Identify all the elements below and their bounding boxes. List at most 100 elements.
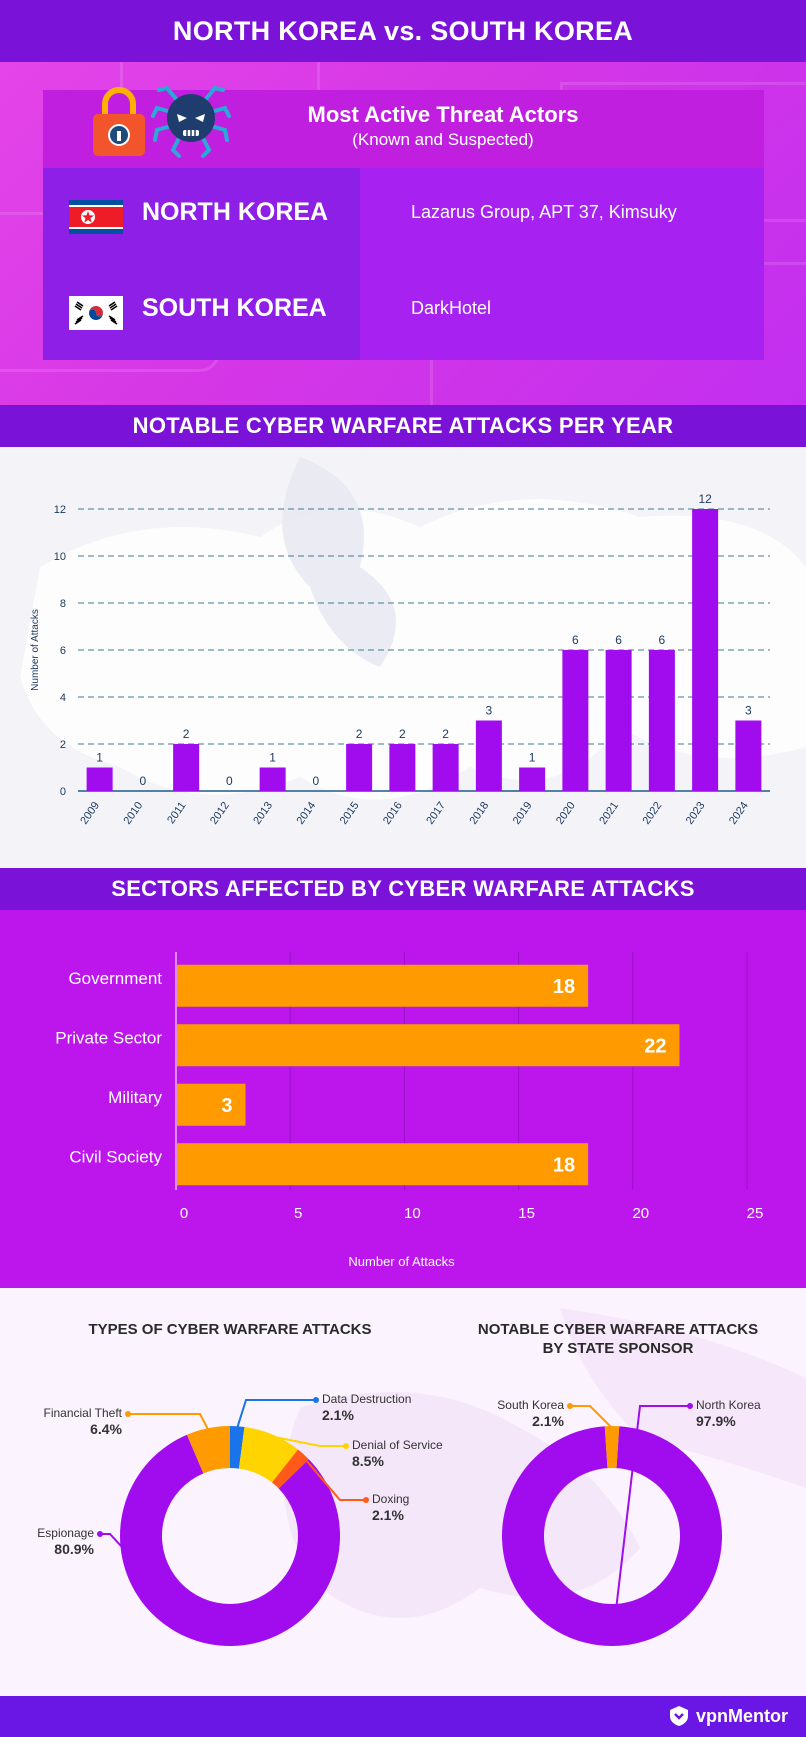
y-tick-label: 6 — [60, 645, 66, 657]
y-tick-label: 8 — [60, 598, 66, 610]
x-tick-label: 2017 — [424, 800, 448, 827]
bar-value-label: 0 — [140, 774, 147, 788]
bar-value-label: 2 — [399, 727, 406, 741]
slice-percent: 2.1% — [322, 1407, 354, 1423]
bar-2013 — [259, 767, 286, 791]
leader-dot — [313, 1397, 319, 1403]
leader-line — [271, 1435, 346, 1447]
y-axis-label: Number of Attacks — [30, 609, 41, 691]
x-tick-label: 10 — [404, 1205, 421, 1222]
slice-data-destruction — [230, 1426, 245, 1469]
x-axis-label: Number of Attacks — [348, 1254, 455, 1269]
slice-label: Denial of Service — [352, 1438, 443, 1452]
attacks-per-year-section: 0 2 4 6 8 10 12 Number of Attacks 1 2009 0 2010 2 201… — [0, 447, 806, 868]
y-tick-label: 2 — [60, 739, 66, 751]
threat-actors-section: Most Active Threat Actors (Known and Sus… — [0, 62, 806, 405]
slice-percent: 8.5% — [352, 1453, 384, 1469]
x-tick-label: 2015 — [338, 800, 362, 827]
y-tick-label: 0 — [60, 786, 66, 798]
slice-north-korea — [501, 1426, 722, 1646]
bar-value-label: 6 — [659, 633, 666, 647]
slice-label: Doxing — [372, 1492, 409, 1506]
bar-value-label: 12 — [698, 492, 712, 506]
threat-actors-card-header: Most Active Threat Actors (Known and Sus… — [43, 85, 764, 168]
bar-value-label: 3 — [486, 704, 493, 718]
bar-value-label: 3 — [745, 704, 752, 718]
x-tick-label: 2020 — [554, 800, 578, 827]
x-tick-label: 2016 — [381, 800, 405, 827]
brand-name: vpnMentor — [696, 1705, 788, 1726]
bar-value-label: 18 — [553, 1154, 575, 1176]
leader-dot — [567, 1403, 573, 1409]
x-tick-label: 2023 — [684, 800, 708, 827]
north-korea-flag-icon — [69, 200, 123, 234]
x-tick-label: 20 — [632, 1205, 649, 1222]
slice-label: Data Destruction — [322, 1392, 411, 1406]
x-tick-label: 2019 — [511, 800, 535, 827]
bar-2024 — [735, 720, 762, 791]
slice-espionage — [120, 1434, 340, 1646]
x-tick-label: 2011 — [165, 800, 188, 826]
slice-label: South Korea — [497, 1398, 564, 1412]
sectors-header: SECTORS AFFECTED BY CYBER WARFARE ATTACK… — [0, 868, 806, 910]
sectors-section: 0 5 10 15 20 25 Number of Attacks Government 18 P… — [0, 910, 806, 1288]
brand[interactable]: vpnMentor — [668, 1705, 788, 1727]
state-sponsor-title: NOTABLE CYBER WARFARE ATTACKS BY STATE S… — [438, 1320, 798, 1358]
slice-percent: 80.9% — [54, 1541, 94, 1557]
country-name-south-korea: SOUTH KOREA — [142, 294, 327, 322]
bar-2011 — [173, 744, 200, 791]
virus-skull-icon — [151, 85, 231, 158]
bar-value-label: 0 — [226, 774, 233, 788]
state-sponsor-title-line-2: BY STATE SPONSOR — [542, 1340, 694, 1357]
slice-financial-theft — [186, 1426, 230, 1474]
bar-2018 — [475, 720, 502, 791]
bar-private-sector — [177, 1024, 680, 1067]
padlock-icon — [93, 87, 145, 156]
slice-percent: 6.4% — [90, 1421, 122, 1437]
x-tick-label: 5 — [294, 1205, 302, 1222]
slice-percent: 97.9% — [696, 1413, 736, 1429]
state-sponsor-title-line-1: NOTABLE CYBER WARFARE ATTACKS — [477, 1321, 759, 1338]
page-title: NORTH KOREA vs. SOUTH KOREA — [0, 0, 806, 62]
country-row-north-korea: NORTH KOREA Lazarus Group, APT 37, Kimsu… — [43, 168, 764, 264]
bar-value-label: 6 — [615, 633, 622, 647]
bar-2022 — [648, 650, 675, 791]
category-label: Private Sector — [55, 1028, 162, 1047]
leader-line — [570, 1405, 613, 1429]
x-tick-label: 15 — [518, 1205, 535, 1222]
attacks-per-year-header: NOTABLE CYBER WARFARE ATTACKS PER YEAR — [0, 405, 806, 447]
vpnmentor-logo-icon — [670, 1706, 688, 1726]
threat-actors-subtitle: (Known and Suspected) — [352, 130, 534, 149]
leader-line — [100, 1533, 210, 1643]
bar-2023 — [692, 509, 719, 791]
slice-label: Espionage — [37, 1526, 94, 1540]
x-tick-label: 2022 — [640, 800, 664, 827]
bar-value-label: 3 — [221, 1095, 232, 1117]
bar-value-label: 2 — [442, 727, 449, 741]
bar-government — [177, 964, 589, 1007]
x-tick-label: 2021 — [597, 800, 621, 827]
bar-military — [177, 1083, 246, 1126]
x-tick-label: 2009 — [78, 800, 102, 827]
x-tick-label: 2024 — [727, 800, 751, 827]
leader-dot — [125, 1411, 131, 1417]
bar-value-label: 2 — [356, 727, 363, 741]
bar-value-label: 22 — [644, 1035, 666, 1057]
bar-2017 — [432, 744, 459, 791]
x-tick-label: 2012 — [208, 800, 232, 827]
threat-actors-north-korea: Lazarus Group, APT 37, Kimsuky — [411, 202, 677, 222]
x-tick-label: 2010 — [121, 800, 145, 827]
leader-line — [128, 1413, 210, 1431]
leader-line — [301, 1455, 366, 1501]
y-tick-label: 4 — [60, 692, 66, 704]
bar-civil-society — [177, 1143, 589, 1186]
bar-2019 — [519, 767, 546, 791]
y-tick-label: 12 — [54, 504, 66, 516]
bar-value-label: 1 — [269, 751, 276, 765]
x-tick-label: 2013 — [251, 800, 275, 827]
slice-label: Financial Theft — [44, 1406, 123, 1420]
category-label: Military — [108, 1088, 162, 1107]
sectors-chart: 0 5 10 15 20 25 Number of Attacks Government 18 P… — [55, 952, 763, 1269]
